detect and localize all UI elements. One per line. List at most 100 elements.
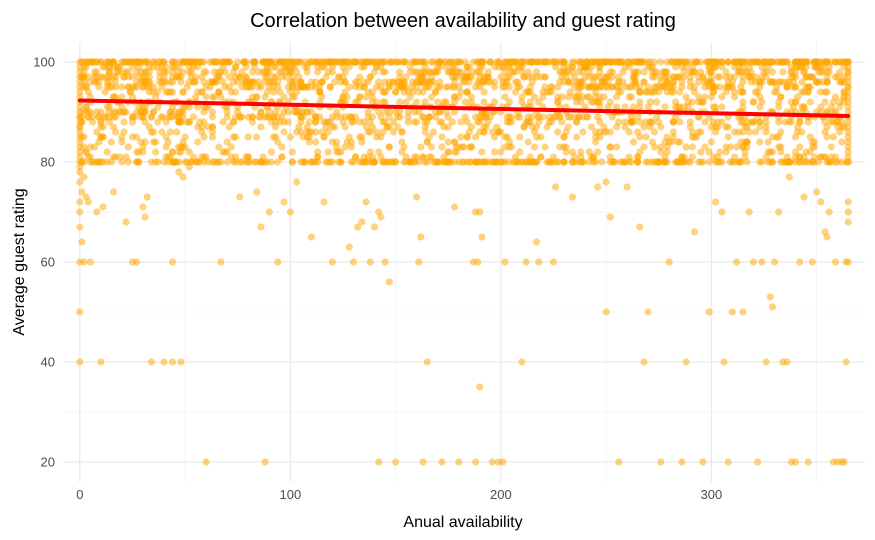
scatter-point [316, 88, 324, 96]
scatter-point [103, 83, 111, 91]
scatter-point [330, 78, 339, 86]
scatter-point [720, 358, 728, 366]
scatter-point [676, 103, 684, 111]
scatter-point [248, 113, 256, 121]
scatter-point [341, 78, 349, 86]
scatter-point [661, 138, 669, 146]
scatter-point [105, 58, 113, 66]
x-tick-label: 200 [490, 487, 512, 502]
scatter-point [650, 143, 659, 151]
scatter-point [592, 73, 600, 81]
scatter-point [337, 158, 345, 166]
scatter-point [446, 68, 454, 76]
scatter-point [661, 158, 669, 166]
scatter-point [360, 118, 368, 126]
scatter-point [360, 83, 368, 91]
scatter-point [657, 73, 665, 81]
scatter-point [705, 58, 713, 66]
scatter-point [145, 83, 153, 91]
scatter-point [278, 143, 286, 151]
scatter-point [328, 113, 336, 121]
scatter-point [718, 103, 726, 111]
scatter-point [232, 73, 240, 81]
scatter-point [370, 223, 379, 231]
scatter-point [823, 58, 831, 66]
scatter-point [128, 73, 137, 81]
scatter-point [522, 158, 530, 166]
scatter-point [156, 73, 164, 81]
scatter-point [844, 68, 852, 76]
scatter-point [789, 83, 798, 91]
scatter-point [775, 208, 783, 216]
scatter-point [579, 128, 587, 136]
scatter-point [198, 128, 206, 136]
scatter-point [800, 68, 808, 76]
scatter-point [194, 88, 202, 96]
scatter-point [450, 203, 459, 211]
scatter-point [84, 108, 92, 116]
scatter-point [695, 93, 703, 101]
scatter-point [396, 68, 404, 76]
scatter-point [223, 113, 231, 121]
scatter-point [657, 148, 665, 156]
scatter-point [269, 63, 278, 71]
scatter-point [541, 143, 549, 151]
scatter-point [796, 63, 804, 71]
scatter-point [76, 168, 84, 176]
scatter-point [516, 83, 524, 91]
scatter-point [423, 138, 431, 146]
scatter-point [657, 123, 665, 131]
scatter-point [562, 143, 570, 151]
scatter-point [450, 148, 459, 156]
scatter-point [128, 118, 137, 126]
scatter-point [164, 113, 172, 121]
scatter-point [541, 73, 549, 81]
scatter-point [566, 88, 574, 96]
scatter-point [354, 223, 362, 231]
scatter-point [791, 153, 800, 161]
scatter-point [615, 458, 623, 466]
scatter-point [688, 143, 697, 151]
scatter-point [274, 258, 282, 266]
scatter-point [168, 68, 177, 76]
scatter-point [223, 58, 231, 66]
scatter-point [76, 128, 84, 136]
scatter-point [476, 383, 484, 391]
scatter-point [286, 133, 294, 141]
scatter-point [202, 458, 210, 466]
scatter-point [120, 108, 128, 116]
scatter-point [541, 58, 549, 66]
scatter-point [587, 123, 596, 131]
scatter-point [467, 93, 475, 101]
scatter-point [552, 58, 560, 66]
scatter-point [324, 128, 332, 136]
scatter-point [248, 118, 256, 126]
scatter-point [796, 118, 804, 126]
scatter-point [267, 148, 275, 156]
scatter-point [490, 83, 499, 91]
scatter-point [791, 148, 800, 156]
scatter-point [341, 58, 349, 66]
scatter-point [171, 58, 179, 66]
scatter-point [657, 58, 665, 66]
scatter-point [404, 113, 412, 121]
scatter-point [741, 58, 749, 66]
scatter-point [301, 58, 309, 66]
scatter-point [718, 118, 726, 126]
scatter-point [598, 158, 606, 166]
scatter-point [800, 193, 808, 201]
scatter-point [147, 128, 155, 136]
scatter-point [318, 128, 326, 136]
scatter-point [76, 73, 84, 81]
scatter-point [836, 103, 844, 111]
scatter-point [739, 78, 747, 86]
scatter-point [693, 58, 701, 66]
scatter-point [93, 208, 101, 216]
scatter-point [385, 123, 393, 131]
scatter-point [314, 158, 322, 166]
scatter-point [461, 113, 469, 121]
scatter-point [76, 63, 84, 71]
scatter-point [463, 88, 471, 96]
scatter-point [642, 88, 650, 96]
scatter-point [276, 88, 284, 96]
